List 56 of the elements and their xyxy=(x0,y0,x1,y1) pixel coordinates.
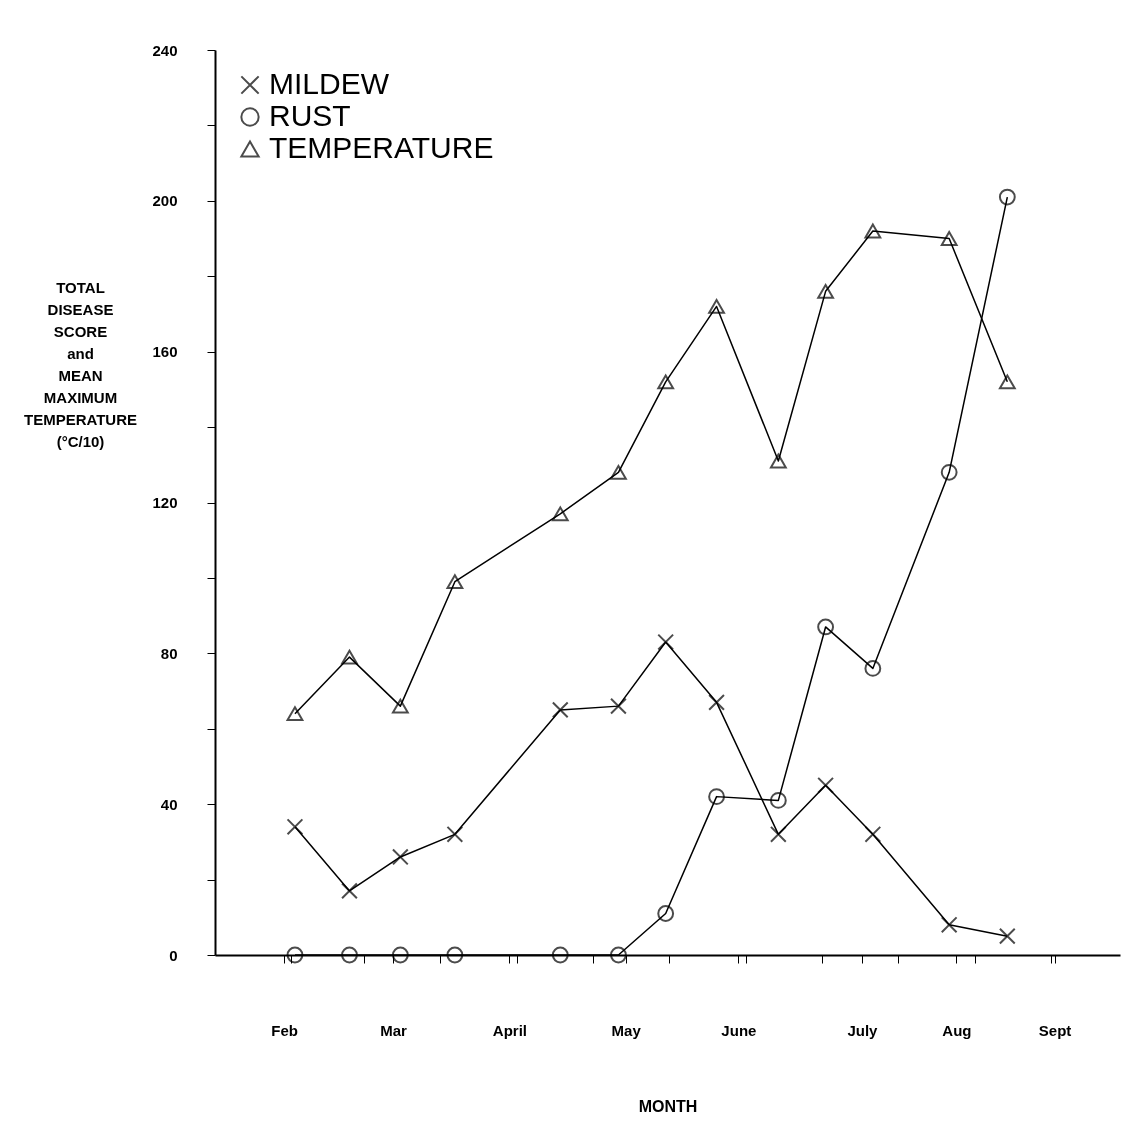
point xyxy=(391,946,409,964)
point xyxy=(341,649,358,665)
legend-label: MILDEW xyxy=(269,67,390,100)
point xyxy=(708,693,725,711)
y-tick-label: 0 xyxy=(169,946,178,964)
point xyxy=(769,825,787,843)
point xyxy=(446,574,464,590)
point xyxy=(657,633,675,651)
legend-label: RUST xyxy=(269,99,351,132)
point xyxy=(610,946,627,964)
y-tick-label: 200 xyxy=(152,192,178,210)
point xyxy=(551,946,569,964)
point xyxy=(446,825,464,843)
point xyxy=(610,464,627,480)
point xyxy=(769,453,787,469)
point xyxy=(864,825,882,843)
point xyxy=(998,188,1016,206)
point xyxy=(769,791,787,809)
point xyxy=(817,618,835,636)
point xyxy=(551,506,569,522)
x-tick-label: April xyxy=(492,1021,527,1039)
point xyxy=(657,374,675,390)
x-tick-label: July xyxy=(847,1021,879,1039)
point xyxy=(864,660,882,677)
x-tick-label: Aug xyxy=(942,1021,972,1039)
point xyxy=(998,374,1016,390)
x-tick-label: Sept xyxy=(1038,1021,1072,1039)
point xyxy=(940,463,958,481)
y-axis-title: TOTAL DISEASE SCORE and MEAN MAXIMUM TEMPERATURE (°C/10) xyxy=(23,278,138,450)
point xyxy=(341,882,358,900)
x-tick-label: June xyxy=(721,1021,757,1039)
y-tick-label: 240 xyxy=(152,41,178,59)
x-tick-label: Mar xyxy=(380,1021,408,1039)
x-tick-label: May xyxy=(611,1021,642,1039)
point xyxy=(817,283,835,299)
point xyxy=(708,788,725,806)
point xyxy=(391,848,409,866)
legend-label: TEMPERATURE xyxy=(269,131,494,164)
x-tick-label: Feb xyxy=(271,1021,298,1039)
point xyxy=(940,231,958,246)
point xyxy=(610,697,627,715)
point xyxy=(998,927,1016,945)
y-tick-label: 40 xyxy=(160,795,178,813)
point xyxy=(817,776,835,794)
point xyxy=(708,298,725,314)
point xyxy=(864,223,882,239)
point xyxy=(551,701,569,719)
point xyxy=(446,946,464,964)
point xyxy=(657,905,675,922)
point xyxy=(391,698,409,714)
y-tick-label: 80 xyxy=(160,644,178,662)
point xyxy=(341,946,358,964)
y-tick-label: 160 xyxy=(152,343,178,361)
point xyxy=(940,916,958,934)
y-tick-label: 120 xyxy=(152,494,178,511)
x-axis-title: MONTH xyxy=(638,1097,698,1115)
